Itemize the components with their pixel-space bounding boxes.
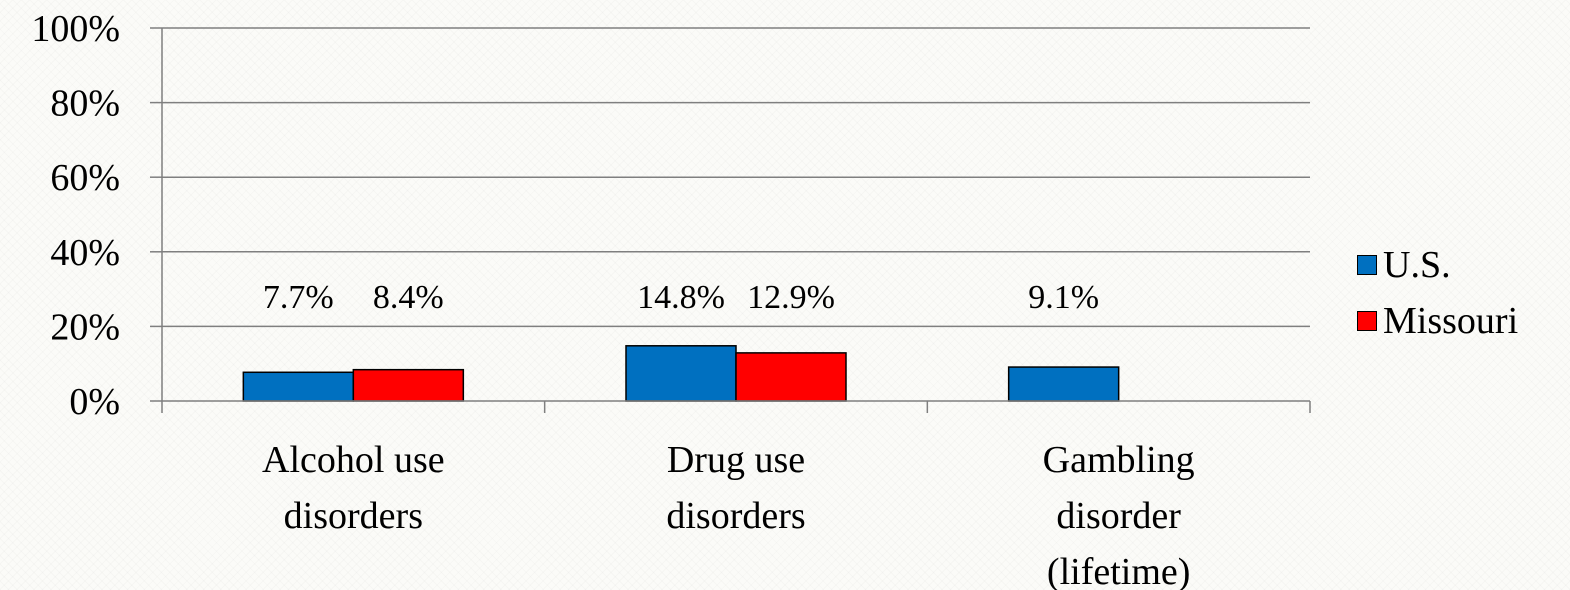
bar-us-2	[625, 345, 737, 402]
bar-missouri-2	[735, 352, 847, 402]
y-tick-label: 60%	[50, 157, 120, 199]
labels: 0% 20% 40% 60% 80% 100% 7.7% 8.4% Alcohol use dis…	[31, 8, 1194, 590]
bar-us-3	[1007, 366, 1120, 402]
category-label-line: Alcohol use	[262, 439, 445, 481]
legend-label-us: U.S.	[1383, 244, 1451, 286]
y-tick-label: 40%	[50, 232, 120, 274]
bar-us-1	[242, 371, 355, 402]
data-label: 14.8%	[637, 279, 725, 316]
bars	[242, 345, 1120, 402]
legend-swatch-us	[1357, 255, 1377, 275]
category-label-line: disorder	[1056, 495, 1181, 537]
legend-item-us: U.S.	[1357, 243, 1567, 287]
data-label: 7.7%	[263, 279, 334, 316]
legend-swatch-missouri	[1357, 311, 1377, 331]
category-label: Alcohol use disorders	[262, 439, 445, 537]
axes	[150, 27, 1311, 413]
data-label: 8.4%	[373, 279, 444, 316]
category-label: Gambling disorder (lifetime)	[1043, 439, 1195, 590]
category-label-line: disorders	[666, 495, 805, 537]
y-tick-label: 100%	[31, 8, 120, 50]
data-label: 12.9%	[747, 279, 835, 316]
y-tick-label: 20%	[50, 306, 120, 348]
category-label-line: (lifetime)	[1047, 551, 1190, 590]
legend: U.S. Missouri	[1357, 243, 1567, 355]
category-label-line: disorders	[284, 495, 423, 537]
bar-missouri-1	[352, 368, 465, 402]
data-label: 9.1%	[1028, 279, 1099, 316]
y-tick-label: 80%	[50, 83, 120, 125]
category-label: Drug use disorders	[666, 439, 805, 537]
legend-label-missouri: Missouri	[1383, 300, 1519, 342]
legend-item-missouri: Missouri	[1357, 299, 1567, 343]
gridlines	[162, 27, 1310, 328]
category-label-line: Gambling	[1043, 439, 1195, 481]
category-label-line: Drug use	[667, 439, 805, 481]
y-tick-label: 0%	[69, 381, 120, 423]
